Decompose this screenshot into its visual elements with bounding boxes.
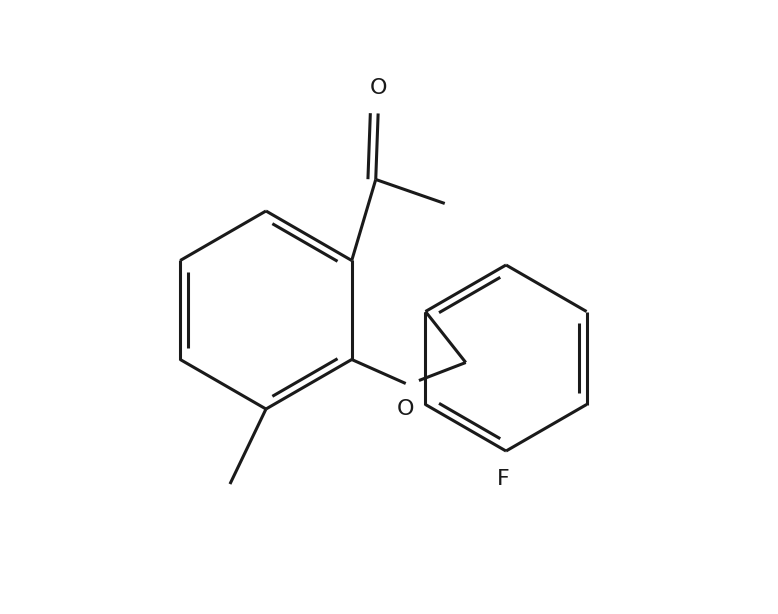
Text: O: O <box>397 398 415 419</box>
Text: F: F <box>496 469 510 489</box>
Text: O: O <box>370 79 387 98</box>
